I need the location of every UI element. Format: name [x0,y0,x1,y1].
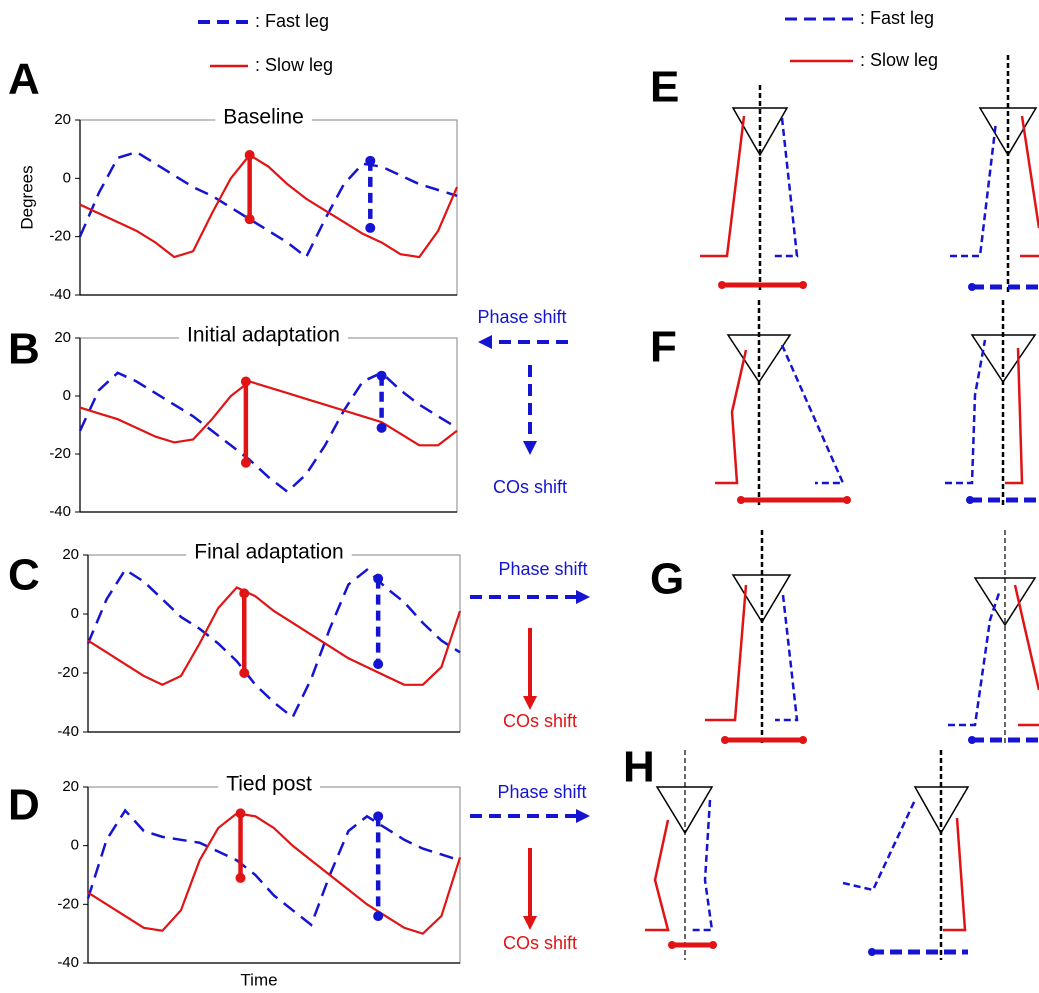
plot-frame [80,338,457,512]
plot-frame [88,787,460,963]
diagram-h-left [645,750,717,960]
panel-letter: E [650,63,679,112]
shift-label: COs shift [503,933,577,953]
diagram-e-right [950,55,1039,292]
arrow-head [478,335,492,349]
stick-diagrams [645,55,1039,960]
y-tick-label: 0 [71,837,79,854]
panel-letter: H [623,743,655,792]
panel-letter: G [650,555,684,604]
chart-title: Baseline [223,106,304,129]
chart-title: Final adaptation [194,541,343,564]
chart-title: Tied post [226,773,312,796]
legend-label: : Slow leg [860,50,938,70]
y-tick-label: 0 [63,387,71,404]
legend-label: : Slow leg [255,55,333,75]
marker-bottom [245,214,255,224]
marker-bottom [373,911,383,921]
arrow-head [523,916,537,930]
marker-top [373,811,383,821]
arrow-head [576,590,590,604]
series-line [88,570,460,718]
marker-top [236,808,246,818]
marker-bottom [377,423,387,433]
diagram-h-right [843,750,968,960]
marker-bottom [241,458,251,468]
y-tick-label: -20 [57,895,79,912]
series-line [80,373,457,492]
marker-top [365,156,375,166]
plot-frame [88,555,460,732]
panel-letter: B [8,325,40,374]
marker-top [373,574,383,584]
y-tick-label: 20 [62,778,79,795]
y-tick-label: 20 [54,111,71,128]
series-line [80,155,457,257]
panel-letter: F [650,323,677,372]
y-tick-label: 0 [63,169,71,186]
arrow-head [523,441,537,455]
marker-bottom [365,223,375,233]
y-tick-label: 0 [71,605,79,622]
marker-top [241,377,251,387]
figure: E F G H : Fast leg : Slow leg : Fast leg… [0,0,1039,993]
x-axis-label: Time [240,970,277,989]
panel-letter: A [8,55,40,104]
marker-bottom [239,668,249,678]
series-line [88,587,460,684]
diagram-e-left [700,85,807,292]
shift-label: Phase shift [498,559,587,579]
diagram-g-left [705,530,807,745]
series-line [88,813,460,933]
diagram-f-left [715,300,851,507]
marker-bottom [373,659,383,669]
legend-label: : Fast leg [255,11,329,31]
y-tick-label: 20 [54,329,71,346]
y-tick-label: -40 [57,723,79,740]
y-tick-label: -40 [49,503,71,520]
arrow-head [576,809,590,823]
shift-label: Phase shift [497,782,586,802]
marker-bottom [236,873,246,883]
marker-top [377,371,387,381]
diagram-f-right [945,300,1039,507]
panel-letter: D [8,781,40,830]
legend-label: : Fast leg [860,8,934,28]
y-axis-label: Degrees [17,165,36,229]
marker-top [239,588,249,598]
y-tick-label: -20 [49,445,71,462]
shift-label: COs shift [493,477,567,497]
y-tick-label: 20 [62,546,79,563]
plot-frame [80,120,457,295]
y-tick-label: -40 [57,954,79,971]
y-tick-label: -20 [57,664,79,681]
panel-letter: C [8,551,40,600]
shift-label: Phase shift [477,307,566,327]
y-tick-label: -40 [49,286,71,303]
shift-label: COs shift [503,711,577,731]
marker-top [245,150,255,160]
diagram-g-right [948,530,1039,745]
arrow-head [523,696,537,710]
chart-title: Initial adaptation [187,324,340,347]
series-line [80,382,457,446]
y-tick-label: -20 [49,228,71,245]
